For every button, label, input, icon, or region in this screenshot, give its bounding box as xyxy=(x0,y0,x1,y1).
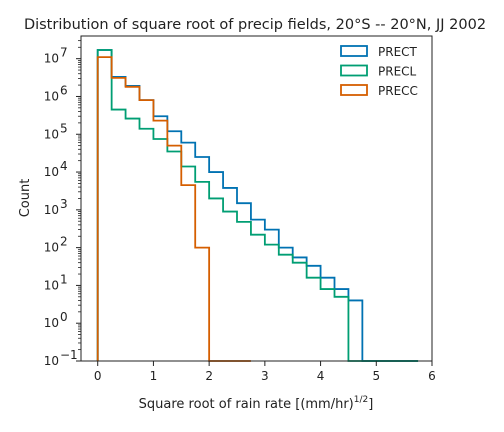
series-layer xyxy=(96,49,419,362)
x-axis-label-end: ] xyxy=(368,397,373,412)
legend-swatch-prect xyxy=(340,45,368,57)
y-tick-label: 10 xyxy=(44,165,59,179)
y-tick-label: 10 xyxy=(44,316,59,330)
x-tick-label: 1 xyxy=(150,369,158,383)
x-tick-label: 4 xyxy=(317,369,325,383)
x-tick-label: 0 xyxy=(94,369,102,383)
chart-title: Distribution of square root of precip fi… xyxy=(24,17,486,33)
y-tick-exponent: 4 xyxy=(60,159,68,173)
y-tick-exponent: 7 xyxy=(60,46,68,60)
y-tick-label: 10 xyxy=(44,52,59,66)
y-tick-exponent: 1 xyxy=(60,272,68,286)
x-tick-label: 5 xyxy=(372,369,380,383)
x-axis-ticks: 0 1 2 3 4 5 6 xyxy=(94,361,436,383)
y-tick-label: 10 xyxy=(44,89,59,103)
x-axis-label-main: Square root of rain rate [(mm/hr) xyxy=(139,397,354,412)
legend-label-precl: PRECL xyxy=(378,65,417,79)
y-tick-label: 10 xyxy=(44,278,59,292)
series-precl-line xyxy=(96,49,419,362)
y-tick-exponent: 5 xyxy=(60,121,68,135)
y-tick-label: 10 xyxy=(44,127,59,141)
legend-swatch-precc xyxy=(340,84,368,96)
series-precc-line xyxy=(96,56,251,362)
y-axis-label: Count xyxy=(18,179,33,218)
legend: PRECT PRECL PRECC xyxy=(340,45,418,98)
y-tick-exponent: 2 xyxy=(60,235,68,249)
legend-label-prect: PRECT xyxy=(378,45,418,59)
y-tick-exponent: −1 xyxy=(60,348,78,362)
x-axis-label-superscript: 1/2 xyxy=(354,395,368,405)
legend-swatch-precl xyxy=(340,64,368,77)
y-tick-label: 10 xyxy=(44,354,59,368)
y-tick-label: 10 xyxy=(44,241,59,255)
y-tick-exponent: 6 xyxy=(60,83,68,97)
x-tick-label: 3 xyxy=(261,369,269,383)
y-tick-exponent: 3 xyxy=(60,197,68,211)
x-tick-label: 2 xyxy=(205,369,213,383)
legend-label-precc: PRECC xyxy=(378,84,418,98)
x-tick-label: 6 xyxy=(428,369,436,383)
y-tick-label: 10 xyxy=(44,203,59,217)
x-axis-label: Square root of rain rate [(mm/hr)1/2] xyxy=(139,395,374,412)
y-tick-exponent: 0 xyxy=(60,310,68,324)
